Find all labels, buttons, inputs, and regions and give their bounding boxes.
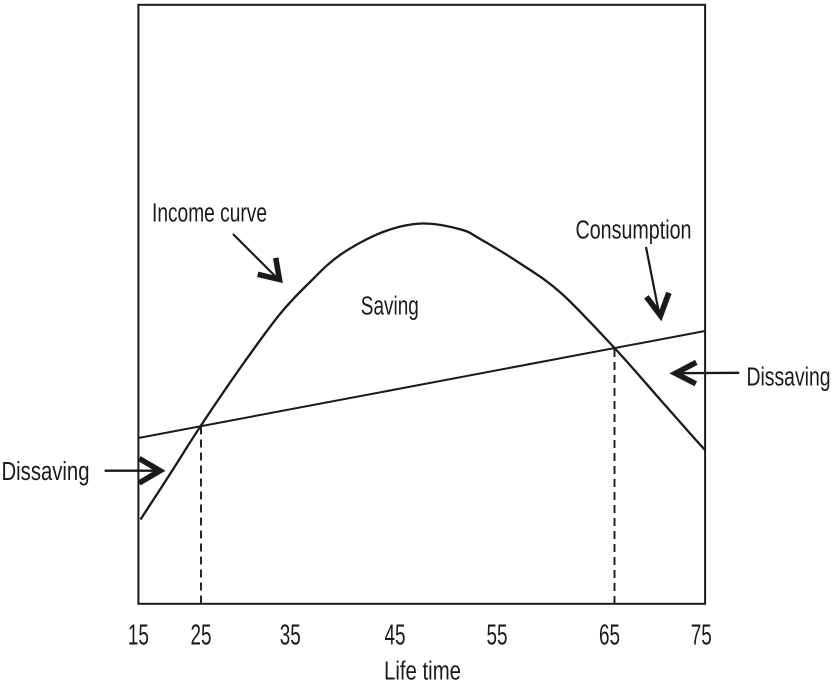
svg-text:Saving: Saving xyxy=(361,292,419,320)
svg-text:Income curve: Income curve xyxy=(152,200,267,228)
svg-text:Dissaving: Dissaving xyxy=(747,363,831,391)
svg-text:75: 75 xyxy=(691,619,712,651)
svg-text:15: 15 xyxy=(128,619,149,651)
svg-text:35: 35 xyxy=(280,619,301,651)
svg-text:Life time: Life time xyxy=(384,658,461,682)
svg-text:Consumption: Consumption xyxy=(576,217,692,245)
svg-text:Dissaving: Dissaving xyxy=(2,458,90,486)
svg-text:65: 65 xyxy=(599,619,620,651)
svg-text:55: 55 xyxy=(487,619,508,651)
svg-text:25: 25 xyxy=(191,619,212,651)
svg-text:45: 45 xyxy=(385,619,406,651)
